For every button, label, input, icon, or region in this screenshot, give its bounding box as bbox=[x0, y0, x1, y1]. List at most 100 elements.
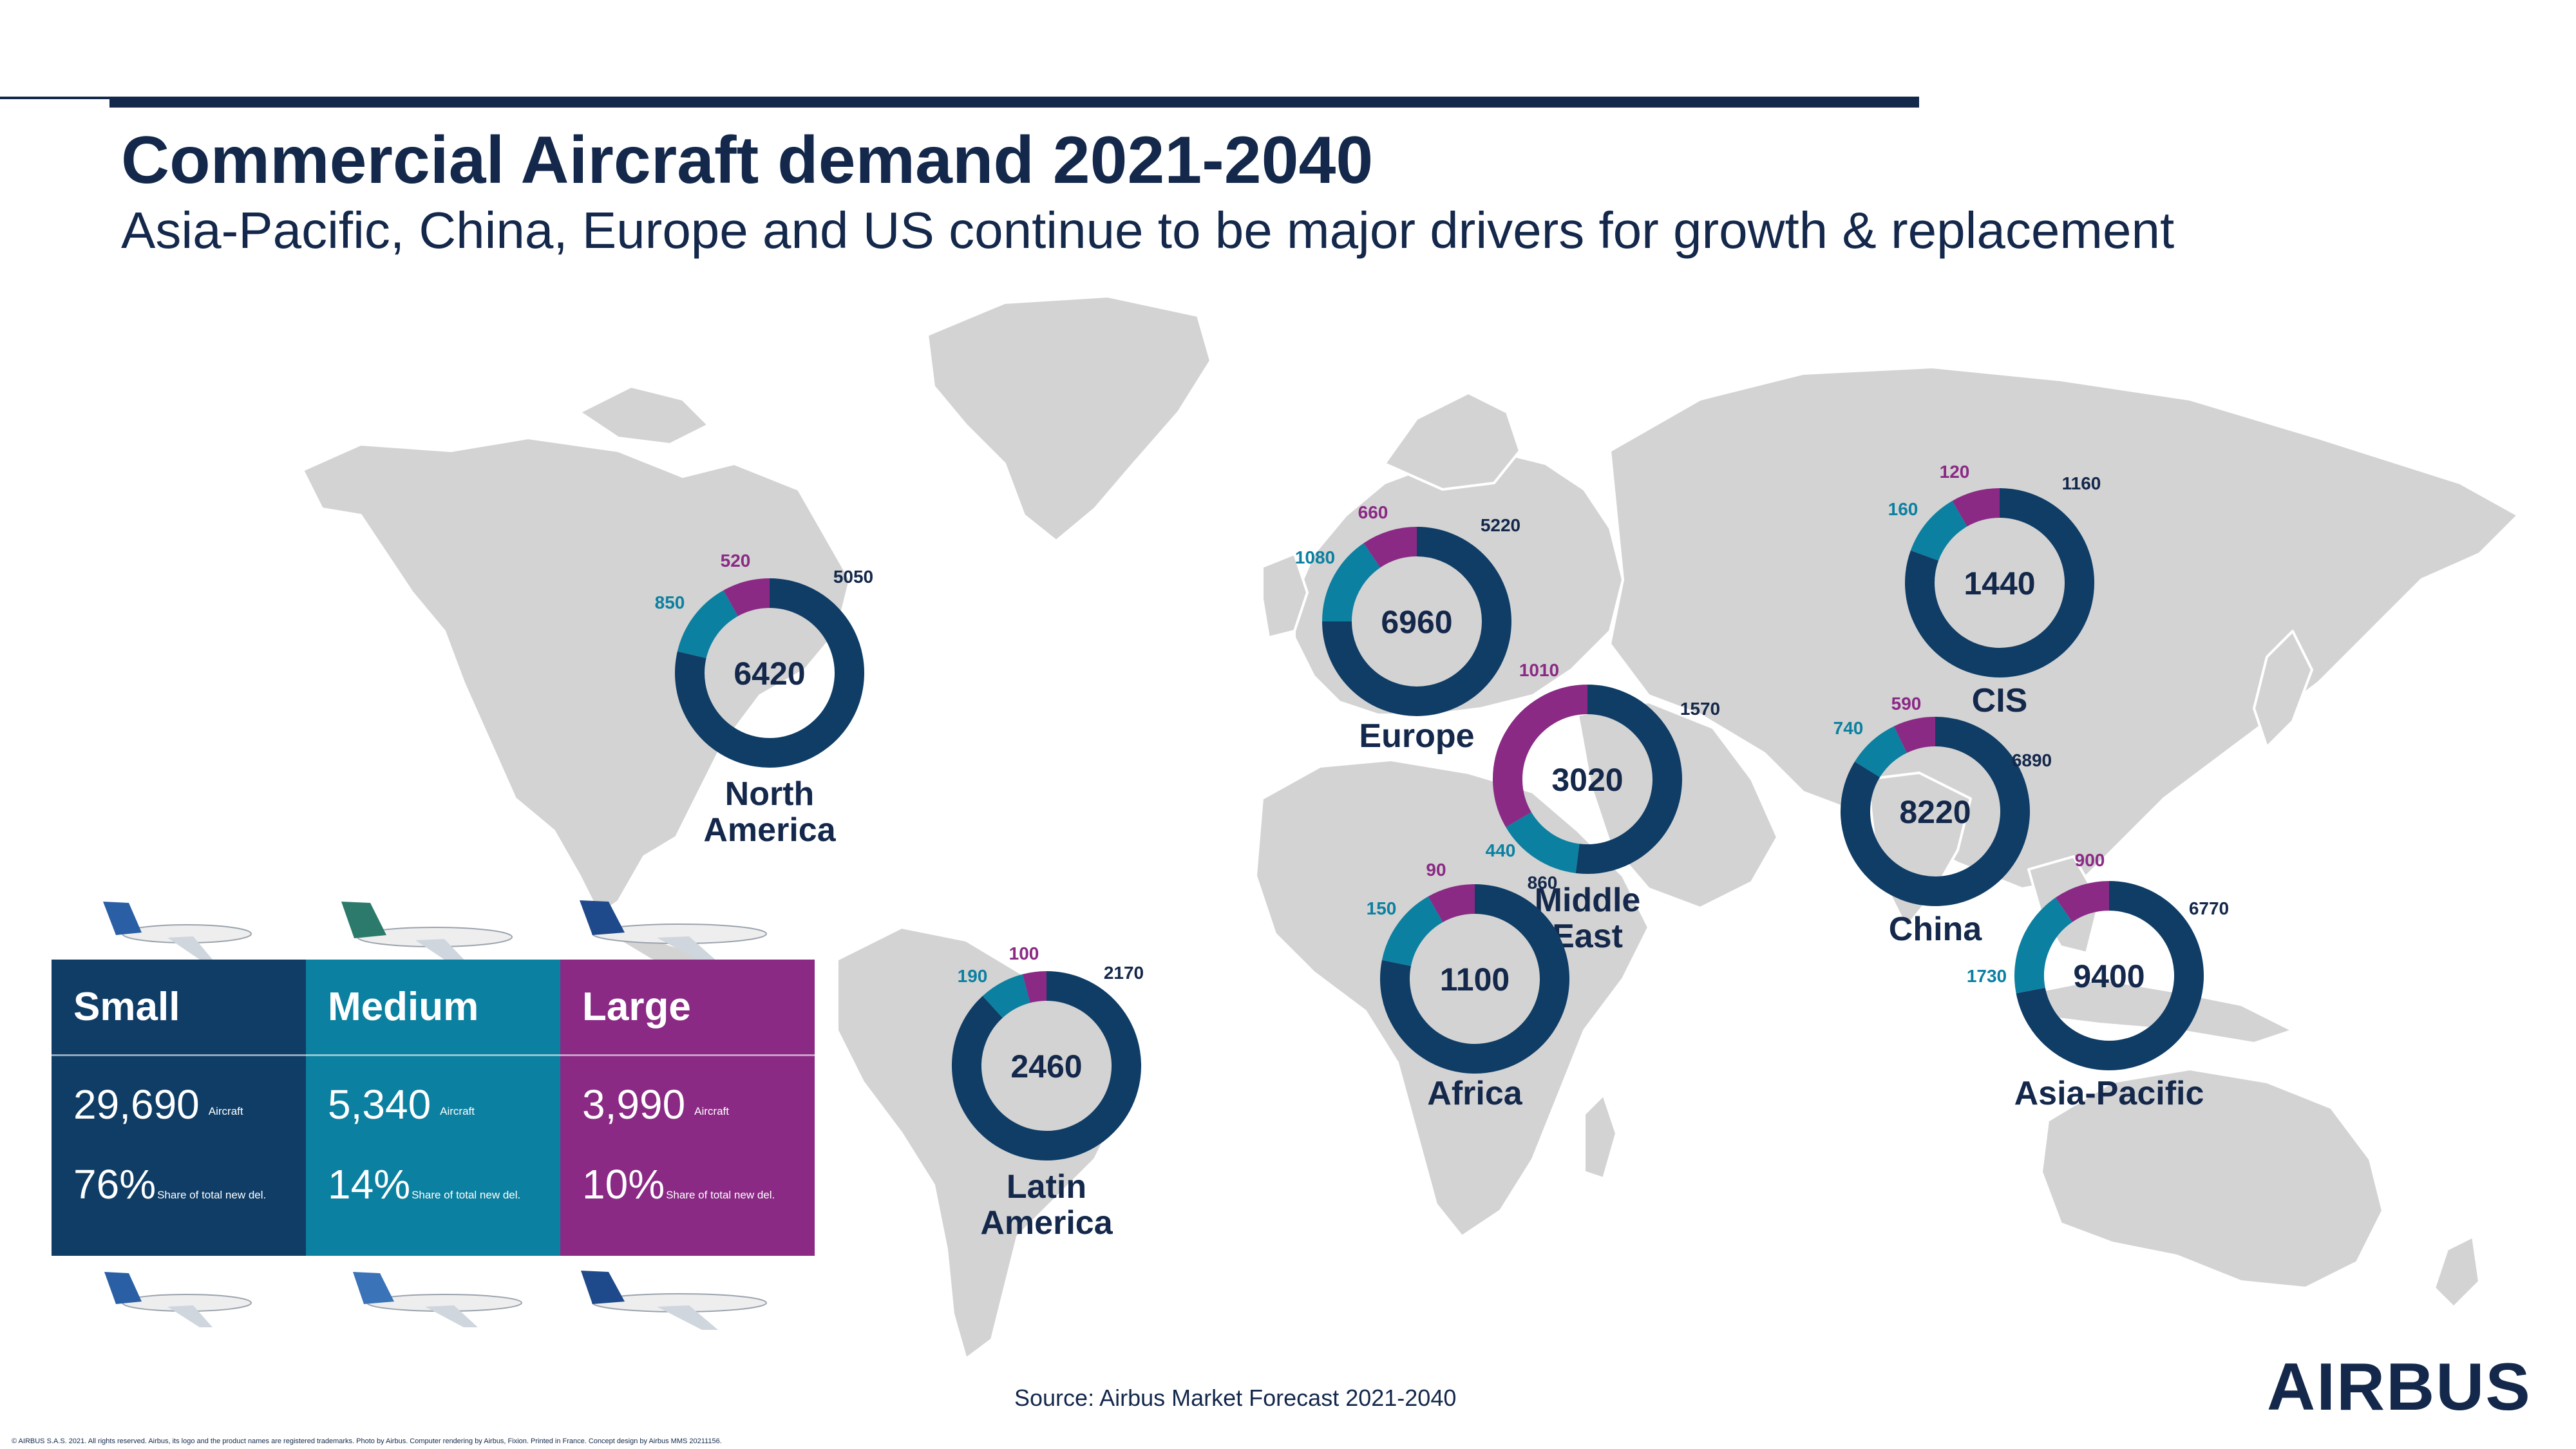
segment-large-aircraft: 3,990 bbox=[582, 1081, 686, 1128]
latin-america-region-name-0: Latin bbox=[1007, 1168, 1086, 1206]
uk-landmass bbox=[1261, 553, 1309, 639]
africa-large-arc bbox=[1428, 884, 1475, 923]
latin-america-large-label: 100 bbox=[1009, 943, 1039, 963]
europe-large-arc bbox=[1363, 527, 1417, 568]
source-note: Source: Airbus Market Forecast 2021-2040 bbox=[1014, 1385, 1457, 1411]
asia-pacific-small-arc bbox=[2016, 881, 2204, 1070]
europe-small-arc bbox=[1322, 527, 1511, 716]
europe-small-label: 5220 bbox=[1481, 515, 1520, 535]
latin-america-region-name-1: America bbox=[980, 1204, 1113, 1242]
north-america-small-arc bbox=[675, 578, 864, 768]
segment-medium-title: Medium bbox=[306, 960, 560, 1056]
canadian-arctic-landmass bbox=[578, 385, 710, 446]
middle-east-small-label: 1570 bbox=[1680, 699, 1720, 719]
asia-pacific-large-arc bbox=[2055, 881, 2110, 923]
asia-pacific-total-label: 9400 bbox=[2073, 958, 2145, 994]
latin-america-small-arc bbox=[952, 971, 1141, 1160]
small-aircraft-top-image bbox=[103, 902, 252, 960]
segment-small: Small 29,690 Aircraft 76% Share of total n… bbox=[52, 960, 306, 1256]
segment-medium-aircraft: 5,340 bbox=[328, 1081, 431, 1128]
middle-east-extra-label: 860 bbox=[1528, 873, 1558, 893]
china-total-label: 8220 bbox=[1899, 794, 1971, 830]
north-america-large-label: 520 bbox=[721, 551, 751, 571]
segment-large-share: 10% bbox=[582, 1161, 665, 1208]
china-large-label: 590 bbox=[1891, 694, 1922, 714]
latin-america-small-label: 2170 bbox=[1104, 963, 1144, 983]
north-america-large-arc bbox=[723, 578, 770, 617]
north-america-medium-arc bbox=[677, 590, 739, 659]
north-america-medium-label: 850 bbox=[655, 592, 685, 612]
asia-pacific-medium-arc bbox=[2014, 897, 2073, 994]
large-aircraft-bottom-image bbox=[581, 1271, 767, 1330]
segment-large: Large 3,990 Aircraft 10% Share of total ne… bbox=[560, 960, 815, 1256]
segment-medium-share: 14% bbox=[328, 1161, 411, 1208]
page-title: Commercial Aircraft demand 2021-2040 bbox=[121, 123, 1374, 198]
latin-america-medium-arc bbox=[982, 974, 1031, 1018]
middle-east-large-label: 1010 bbox=[1519, 660, 1559, 680]
asia-pacific-region-name-0: Asia-Pacific bbox=[2014, 1075, 2204, 1112]
asia-pacific-small-label: 6770 bbox=[2189, 898, 2229, 918]
cis-small-arc bbox=[1905, 488, 2094, 677]
segment-small-aircraft-unit: Aircraft bbox=[208, 1105, 243, 1117]
europe-total-label: 6960 bbox=[1381, 604, 1452, 640]
segment-panel: Small 29,690 Aircraft 76% Share of total n… bbox=[52, 960, 815, 1256]
africa-total-label: 1100 bbox=[1440, 961, 1510, 998]
cis-medium-arc bbox=[1910, 500, 1968, 562]
latin-america-large-arc bbox=[1022, 971, 1047, 1003]
africa-medium-arc bbox=[1381, 896, 1443, 967]
north-america-region-name-1: America bbox=[703, 811, 836, 849]
cis-region-name-0: CIS bbox=[1972, 682, 2028, 719]
segment-medium-share-unit: Share of total new del. bbox=[412, 1189, 521, 1201]
africa-small-arc bbox=[1380, 884, 1569, 1074]
china-medium-label: 740 bbox=[1833, 718, 1864, 738]
header-rule bbox=[109, 97, 1919, 108]
china-small-arc bbox=[1841, 717, 2030, 906]
madagascar-landmass bbox=[1583, 1094, 1618, 1180]
europe-large-label: 660 bbox=[1358, 502, 1388, 522]
segment-medium: Medium 5,340 Aircraft 14% Share of total n… bbox=[306, 960, 560, 1256]
airbus-logo: AIRBUS bbox=[2267, 1350, 2532, 1425]
australia-landmass bbox=[2040, 1068, 2384, 1289]
north-america-landmass bbox=[301, 437, 851, 916]
middle-east-small-arc bbox=[1575, 685, 1682, 874]
middle-east-medium-arc bbox=[1506, 811, 1580, 873]
segment-small-share: 76% bbox=[73, 1161, 156, 1208]
page-subtitle: Asia-Pacific, China, Europe and US conti… bbox=[121, 202, 2175, 259]
asia-pacific-large-label: 900 bbox=[2075, 850, 2105, 870]
latin-america-total-label: 2460 bbox=[1010, 1048, 1082, 1084]
africa-large-label: 90 bbox=[1426, 860, 1446, 880]
middle-east-total-label: 3020 bbox=[1551, 762, 1623, 798]
segment-large-title: Large bbox=[560, 960, 815, 1056]
cis-small-label: 1160 bbox=[2062, 473, 2101, 493]
medium-aircraft-top-image bbox=[341, 902, 513, 966]
china-small-label: 6890 bbox=[2012, 750, 2052, 770]
medium-aircraft-bottom-image bbox=[353, 1272, 522, 1327]
middle-east-region-name-0: Middle bbox=[1535, 882, 1641, 919]
cis-large-arc bbox=[1952, 488, 2000, 527]
segment-large-share-unit: Share of total new del. bbox=[666, 1189, 775, 1201]
japan-landmass bbox=[2253, 630, 2313, 748]
segment-small-share-unit: Share of total new del. bbox=[157, 1189, 267, 1201]
cis-total-label: 1440 bbox=[1964, 565, 2035, 601]
cis-large-label: 120 bbox=[1940, 462, 1970, 482]
large-aircraft-top-image bbox=[580, 900, 767, 962]
greenland-landmass bbox=[926, 295, 1212, 542]
asia-pacific-medium-label: 1730 bbox=[1967, 966, 2007, 986]
europe-medium-arc bbox=[1322, 543, 1381, 622]
segment-large-aircraft-unit: Aircraft bbox=[694, 1105, 729, 1117]
africa-region-name-0: Africa bbox=[1427, 1075, 1522, 1112]
north-america-total-label: 6420 bbox=[734, 656, 805, 692]
segment-small-aircraft: 29,690 bbox=[73, 1081, 200, 1128]
latin-america-medium-label: 190 bbox=[958, 966, 988, 986]
cis-medium-label: 160 bbox=[1888, 499, 1918, 519]
china-medium-arc bbox=[1855, 726, 1908, 778]
middle-east-large-arc bbox=[1493, 685, 1588, 828]
china-large-arc bbox=[1893, 717, 1936, 753]
segment-medium-aircraft-unit: Aircraft bbox=[440, 1105, 475, 1117]
north-america-small-label: 5050 bbox=[833, 567, 873, 587]
europe-region-name-0: Europe bbox=[1359, 717, 1474, 755]
scandinavia-landmass bbox=[1383, 392, 1521, 491]
china-region-name-0: China bbox=[1889, 911, 1983, 948]
header-rule-left bbox=[0, 97, 109, 99]
